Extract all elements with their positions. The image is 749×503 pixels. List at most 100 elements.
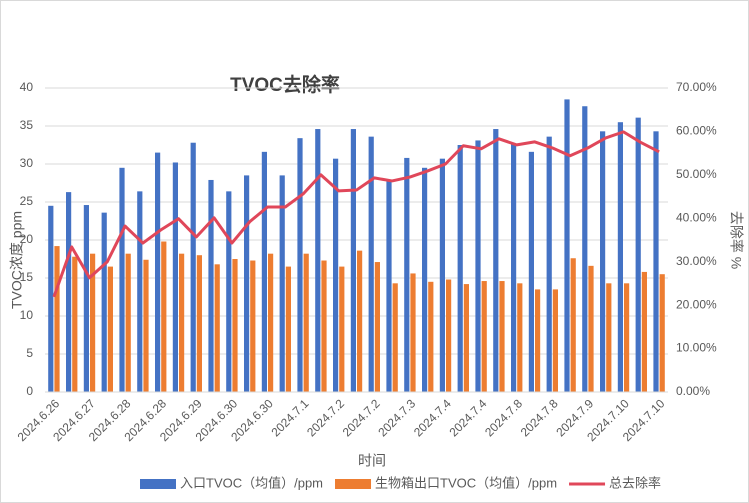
- y2-tick-label: 10.00%: [676, 341, 717, 355]
- legend-label: 入口TVOC（均值）/ppm: [180, 475, 323, 490]
- bar: [54, 246, 60, 392]
- y-tick-label: 10: [20, 308, 34, 322]
- bar: [635, 117, 641, 392]
- bar: [588, 265, 594, 392]
- bar: [368, 136, 374, 392]
- bar: [333, 158, 339, 392]
- y-tick-label: 40: [20, 80, 34, 94]
- bar: [107, 266, 113, 392]
- bar: [244, 175, 250, 392]
- y-tick-label: 20: [20, 232, 34, 246]
- bar: [279, 175, 285, 392]
- bar: [564, 99, 570, 393]
- bar: [303, 253, 309, 392]
- y-tick-label: 0: [26, 384, 33, 398]
- y2-tick-label: 40.00%: [676, 210, 717, 224]
- y-tick-label: 15: [20, 270, 34, 284]
- bar: [172, 162, 178, 392]
- bar: [72, 256, 78, 392]
- bar: [392, 283, 398, 392]
- y-axis-label: TVOC浓度 ppm: [9, 211, 25, 309]
- y-tick-label: 30: [20, 156, 34, 170]
- bar: [143, 259, 149, 392]
- bar: [493, 129, 499, 393]
- bar: [190, 142, 196, 392]
- bar: [511, 144, 517, 392]
- bar: [481, 281, 487, 392]
- line: [52, 130, 660, 298]
- bar: [624, 283, 630, 392]
- bar: [446, 279, 452, 392]
- bar: [161, 241, 167, 392]
- bar: [137, 191, 143, 392]
- y2-axis-label: 去除率 %: [728, 211, 744, 269]
- y2-tick-label: 20.00%: [676, 297, 717, 311]
- bar: [321, 260, 327, 392]
- bar: [208, 179, 214, 392]
- bar: [535, 289, 541, 392]
- y2-tick-label: 0.00%: [676, 384, 710, 398]
- bar: [582, 106, 588, 393]
- y2-tick-label: 30.00%: [676, 254, 717, 268]
- chart-title: TVOC去除率: [230, 73, 340, 96]
- bar: [653, 131, 659, 392]
- legend-label: 总去除率: [609, 475, 661, 490]
- bar: [226, 191, 232, 392]
- bar: [48, 205, 54, 392]
- bar: [261, 151, 267, 392]
- bar: [101, 212, 107, 392]
- bar: [90, 253, 96, 392]
- bar: [214, 264, 220, 392]
- bar: [659, 274, 665, 392]
- bar: [475, 140, 481, 392]
- legend-swatch: [140, 479, 176, 489]
- bar: [374, 262, 380, 392]
- bar: [641, 271, 647, 392]
- y2-tick-label: 60.00%: [676, 124, 717, 138]
- bar: [232, 259, 238, 392]
- bar: [119, 167, 125, 392]
- bar: [410, 273, 416, 392]
- bar: [125, 253, 131, 392]
- bar: [499, 281, 505, 392]
- bar: [457, 145, 463, 392]
- y-tick-label: 35: [20, 118, 34, 132]
- bar: [66, 192, 72, 392]
- bar: [570, 258, 576, 392]
- bar: [285, 266, 291, 392]
- bar: [268, 253, 274, 392]
- bar: [179, 253, 185, 392]
- bar: [350, 129, 356, 393]
- bar: [439, 158, 445, 392]
- bar: [528, 151, 534, 392]
- bar: [196, 255, 202, 392]
- x-axis-label: 时间: [358, 453, 386, 469]
- bar: [315, 129, 321, 393]
- bar: [155, 152, 161, 392]
- bar: [546, 136, 552, 392]
- bar: [428, 281, 434, 392]
- bar: [552, 289, 558, 392]
- y-tick-label: 5: [26, 346, 33, 360]
- bar: [404, 157, 410, 392]
- bar: [600, 131, 606, 392]
- bar: [386, 180, 392, 392]
- y-tick-label: 25: [20, 194, 34, 208]
- bar: [517, 283, 523, 392]
- bar: [463, 284, 469, 392]
- y2-tick-label: 70.00%: [676, 80, 717, 94]
- bar: [617, 122, 623, 392]
- legend-swatch: [335, 479, 372, 489]
- legend-label: 生物箱出口TVOC（均值）/ppm: [375, 475, 557, 490]
- bar: [339, 266, 345, 392]
- bar: [357, 250, 363, 392]
- bar: [83, 205, 89, 392]
- bar: [606, 283, 612, 392]
- bar: [250, 260, 256, 392]
- bar: [297, 138, 303, 392]
- bar: [422, 167, 428, 392]
- y2-tick-label: 50.00%: [676, 167, 717, 181]
- legend: 入口TVOC（均值）/ppm 生物箱出口TVOC（均值）/ppm 总去除率: [140, 475, 661, 490]
